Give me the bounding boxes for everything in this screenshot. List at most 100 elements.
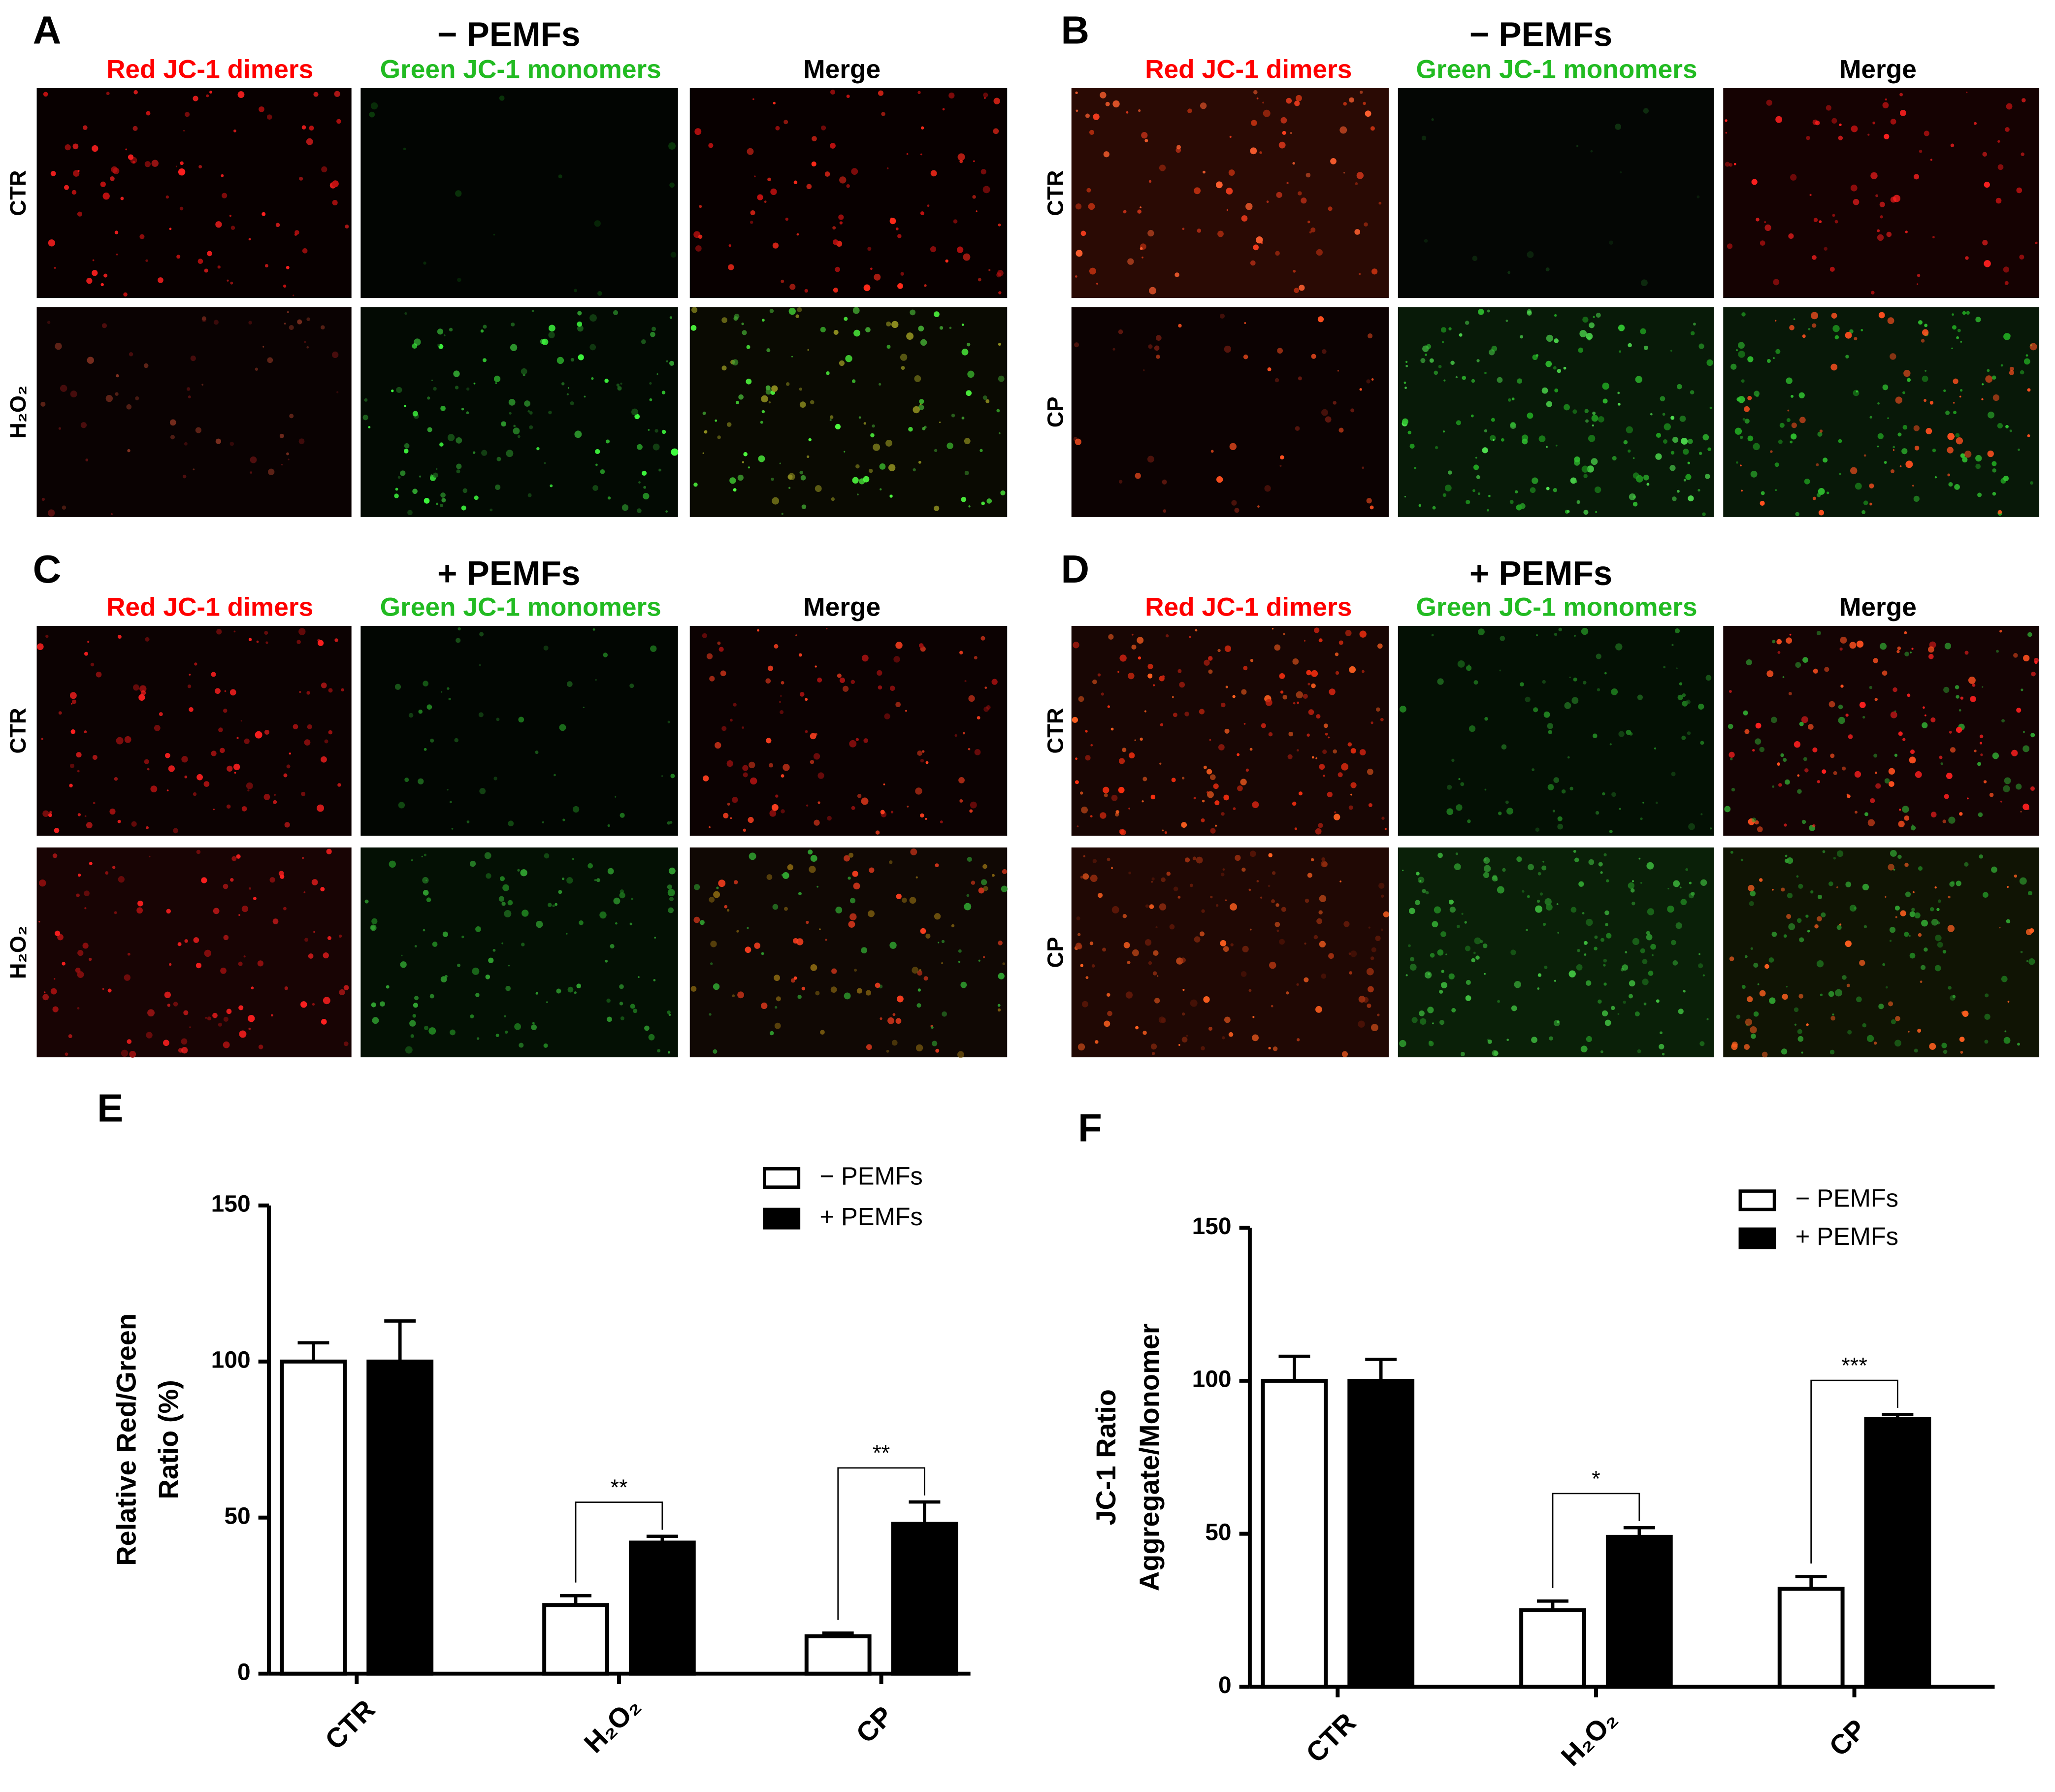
cell-signal <box>1899 465 1902 467</box>
cell-signal <box>279 433 284 438</box>
cell-signal <box>1572 409 1577 414</box>
cell-signal <box>880 488 882 490</box>
cell-signal <box>52 853 58 858</box>
cell-signal <box>178 168 186 176</box>
panel-letter: E <box>97 1086 123 1130</box>
cell-signal <box>486 873 491 879</box>
cell-signal <box>1383 911 1389 917</box>
cell-signal <box>661 775 663 777</box>
cell-signal <box>76 752 82 758</box>
cell-signal <box>1333 401 1337 405</box>
cell-signal <box>1327 791 1333 797</box>
cell-signal <box>1310 858 1314 861</box>
cell-signal <box>1808 724 1814 730</box>
cell-signal <box>1786 857 1794 864</box>
cell-signal <box>1335 671 1339 675</box>
cell-signal <box>1309 231 1312 234</box>
cell-signal <box>761 395 768 403</box>
cell-signal <box>103 273 108 278</box>
cell-signal <box>132 161 135 163</box>
cell-signal <box>1628 882 1634 889</box>
cell-signal <box>231 856 237 861</box>
cell-signal <box>1321 973 1327 979</box>
cell-signal <box>1745 1018 1753 1026</box>
cell-signal <box>1609 830 1613 833</box>
cell-signal <box>1465 945 1471 951</box>
cell-signal <box>1702 512 1706 517</box>
cell-signal <box>92 270 98 276</box>
cell-signal <box>1628 449 1631 453</box>
cell-signal <box>1898 731 1903 736</box>
cell-signal <box>1905 230 1908 233</box>
cell-signal <box>1856 996 1862 1003</box>
cell-signal <box>1632 501 1638 507</box>
cell-signal <box>1796 918 1802 923</box>
cell-signal <box>1380 928 1383 931</box>
cell-signal <box>998 343 1001 346</box>
cell-signal <box>1142 369 1145 371</box>
cell-signal <box>1595 486 1601 493</box>
cell-signal <box>1422 889 1426 893</box>
cell-signal <box>508 398 516 406</box>
cell-signal <box>1245 768 1249 772</box>
y-tick-label: 0 <box>1218 1672 1232 1698</box>
cell-signal <box>713 891 720 898</box>
cell-signal <box>709 826 711 828</box>
cell-signal <box>1623 1001 1626 1004</box>
cell-signal <box>49 811 52 814</box>
cell-signal <box>92 754 98 760</box>
cell-signal <box>801 504 807 509</box>
cell-signal <box>595 679 597 681</box>
significance-bracket <box>1552 1493 1640 1588</box>
cell-signal <box>895 642 903 649</box>
cell-signal <box>761 952 764 955</box>
cell-signal <box>41 497 45 501</box>
cell-signal <box>1341 129 1344 131</box>
cell-signal <box>1511 397 1515 401</box>
cell-signal <box>1780 753 1784 757</box>
cell-signal <box>371 918 378 925</box>
cell-signal <box>1526 929 1528 932</box>
cell-signal <box>2030 733 2035 738</box>
cell-signal <box>1171 778 1176 782</box>
cell-signal <box>1930 812 1937 817</box>
cell-signal <box>1318 910 1323 915</box>
cell-signal <box>941 962 944 964</box>
cell-signal <box>229 689 236 696</box>
cell-signal <box>1419 1010 1425 1016</box>
cell-signal <box>1456 924 1460 928</box>
cell-signal <box>1152 971 1157 976</box>
cell-signal <box>1272 871 1276 875</box>
cell-signal <box>71 699 76 704</box>
cell-signal <box>865 990 872 996</box>
cell-signal <box>1604 672 1607 675</box>
cell-signal <box>781 279 784 283</box>
cell-signal <box>805 698 808 701</box>
cell-signal <box>1895 396 1903 404</box>
cell-signal <box>177 942 182 946</box>
cell-signal <box>1874 698 1878 701</box>
bar <box>804 1634 872 1676</box>
cell-signal <box>839 360 845 366</box>
cell-signal <box>1541 865 1547 871</box>
cell-signal <box>1679 886 1682 889</box>
cell-signal <box>223 1041 230 1048</box>
cell-signal <box>1269 961 1276 969</box>
cell-signal <box>1956 726 1962 733</box>
cell-signal <box>1812 747 1818 752</box>
cell-signal <box>1681 438 1688 445</box>
cell-signal <box>550 484 553 488</box>
cell-signal <box>742 461 745 463</box>
cell-signal <box>240 720 242 722</box>
cell-signal <box>1497 1000 1500 1003</box>
cell-signal <box>180 161 184 165</box>
cell-signal <box>1451 1008 1456 1012</box>
cell-signal <box>1680 899 1687 906</box>
cell-signal <box>144 161 151 167</box>
cell-signal <box>1629 493 1636 500</box>
cell-signal <box>867 247 872 251</box>
cell-signal <box>1296 1038 1300 1042</box>
cell-signal <box>1891 1019 1896 1024</box>
cell-signal <box>1959 395 1961 398</box>
cell-signal <box>1590 150 1593 153</box>
